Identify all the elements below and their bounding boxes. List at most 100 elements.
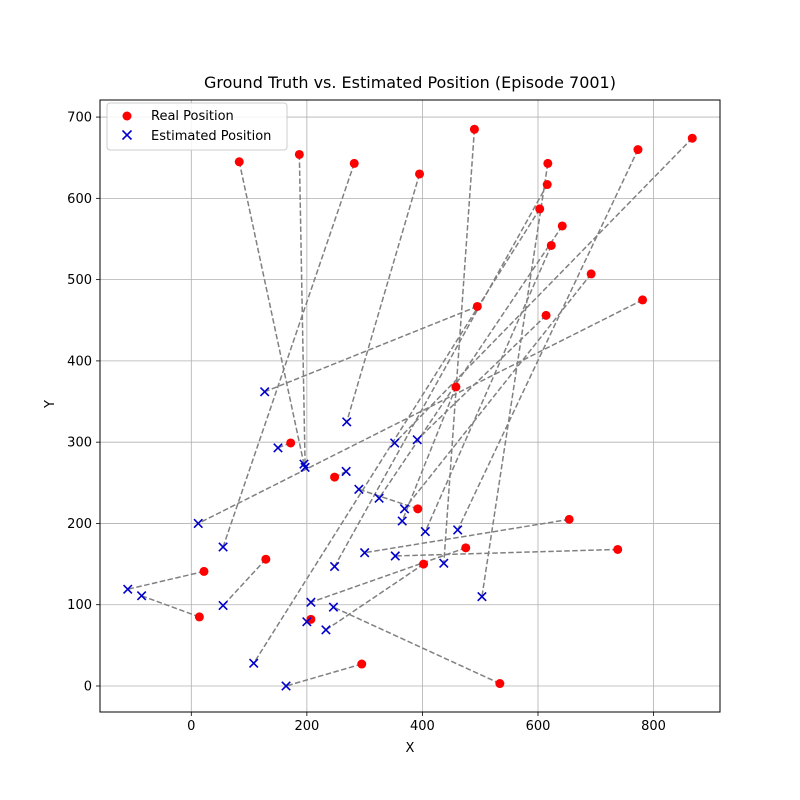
estimated-position-point bbox=[399, 504, 410, 514]
estimated-position-point bbox=[390, 551, 401, 561]
legend-estimated-marker bbox=[121, 129, 133, 141]
connector-line bbox=[325, 563, 424, 631]
grid bbox=[100, 100, 720, 712]
estimated-position-point bbox=[122, 584, 133, 595]
connector-line bbox=[253, 208, 541, 664]
connector-line bbox=[481, 163, 549, 597]
connector-line bbox=[378, 225, 563, 499]
connector-line bbox=[127, 570, 205, 591]
real-position-point bbox=[194, 612, 204, 622]
real-position-point bbox=[461, 543, 471, 553]
y-tick-label: 0 bbox=[84, 679, 92, 694]
connector-line bbox=[285, 663, 362, 687]
real-position-point bbox=[234, 157, 244, 167]
connector-line bbox=[333, 184, 548, 567]
connector-line bbox=[141, 595, 200, 618]
real-position-point bbox=[357, 659, 367, 669]
estimated-position-point bbox=[248, 658, 259, 669]
real-position-point bbox=[564, 514, 574, 524]
real-position-point bbox=[586, 269, 596, 279]
connector-line bbox=[394, 137, 693, 444]
legend-box bbox=[106, 102, 288, 151]
estimated-position-point bbox=[218, 542, 228, 552]
estimated-position-point bbox=[218, 600, 228, 611]
real-position-point bbox=[543, 158, 553, 168]
legend-real-label: Real Position bbox=[151, 109, 234, 124]
estimated-position-point bbox=[328, 602, 339, 612]
estimated-position-point bbox=[477, 591, 487, 602]
connector-line bbox=[424, 245, 552, 532]
estimated-position-point bbox=[300, 462, 310, 473]
estimated-position-point bbox=[302, 617, 312, 627]
connector-line bbox=[395, 548, 618, 557]
estimated-position-point bbox=[193, 518, 203, 529]
connector-line bbox=[222, 558, 267, 607]
real-position-point bbox=[330, 472, 340, 482]
real-position-point bbox=[687, 133, 697, 143]
connector-line bbox=[443, 129, 476, 564]
estimated-position-point bbox=[273, 443, 283, 453]
estimated-position-point bbox=[341, 417, 352, 427]
real-position-point bbox=[541, 310, 551, 320]
y-tick-label: 100 bbox=[67, 598, 92, 613]
estimated-position-point bbox=[452, 525, 463, 535]
y-axis-label: Y bbox=[43, 400, 58, 409]
real-position-point bbox=[469, 124, 479, 134]
real-position-point bbox=[451, 382, 461, 392]
estimated-position-point bbox=[329, 561, 340, 572]
connector-line bbox=[456, 149, 639, 531]
estimated-position-point bbox=[439, 558, 449, 569]
connector-line bbox=[310, 547, 467, 603]
connector-line bbox=[364, 518, 570, 554]
estimated-position-point bbox=[389, 438, 400, 448]
x-tick-label: 800 bbox=[641, 719, 666, 734]
estimated-position-point bbox=[299, 459, 309, 469]
connector-line bbox=[238, 161, 305, 465]
estimated-position-point bbox=[306, 597, 316, 608]
x-tick-label: 200 bbox=[294, 719, 319, 734]
y-tick-label: 400 bbox=[67, 354, 92, 369]
connector-line bbox=[222, 163, 355, 548]
real-position-point bbox=[495, 679, 505, 689]
y-axis-ticks: 0 100 200 300 400 500 600 700 bbox=[67, 111, 100, 694]
estimated-position-point bbox=[341, 466, 351, 477]
x-tick-label: 600 bbox=[526, 719, 551, 734]
real-position-point bbox=[349, 158, 359, 168]
x-axis-ticks: 0 200 400 600 800 bbox=[187, 712, 666, 734]
estimated-position-point bbox=[259, 387, 270, 397]
real-position-point bbox=[413, 504, 423, 514]
estimated-position-point bbox=[354, 484, 364, 495]
real-position-point bbox=[306, 614, 316, 624]
estimated-position-point bbox=[359, 547, 370, 558]
y-tick-label: 200 bbox=[67, 517, 92, 532]
y-tick-label: 300 bbox=[67, 436, 92, 451]
connector-line bbox=[298, 154, 306, 468]
real-position-point bbox=[286, 438, 296, 448]
connector-line bbox=[197, 299, 643, 525]
legend-estimated-label: Estimated Position bbox=[151, 129, 271, 144]
x-tick-label: 400 bbox=[410, 719, 435, 734]
real-position-point bbox=[613, 544, 623, 554]
connector-line bbox=[346, 173, 421, 423]
x-tick-label: 0 bbox=[187, 719, 195, 734]
estimated-position-point bbox=[374, 493, 384, 504]
legend: Real Position Estimated Position bbox=[106, 102, 288, 151]
real-position-point bbox=[294, 149, 304, 159]
real-position-point bbox=[535, 204, 545, 214]
chart-title: Ground Truth vs. Estimated Position (Epi… bbox=[204, 73, 616, 92]
data-marks bbox=[122, 124, 697, 691]
connector-line bbox=[403, 273, 592, 510]
x-axis-label: X bbox=[406, 741, 415, 756]
estimated-position-point bbox=[281, 681, 291, 691]
estimated-position-point bbox=[397, 516, 407, 526]
real-position-point bbox=[472, 301, 482, 311]
legend-real-marker bbox=[122, 111, 132, 121]
y-tick-label: 500 bbox=[67, 273, 92, 288]
real-position-point bbox=[638, 295, 648, 305]
real-position-point bbox=[546, 240, 556, 250]
connector-line bbox=[333, 606, 501, 685]
real-position-point bbox=[199, 566, 209, 576]
real-position-point bbox=[415, 169, 425, 179]
real-position-point bbox=[633, 145, 643, 155]
